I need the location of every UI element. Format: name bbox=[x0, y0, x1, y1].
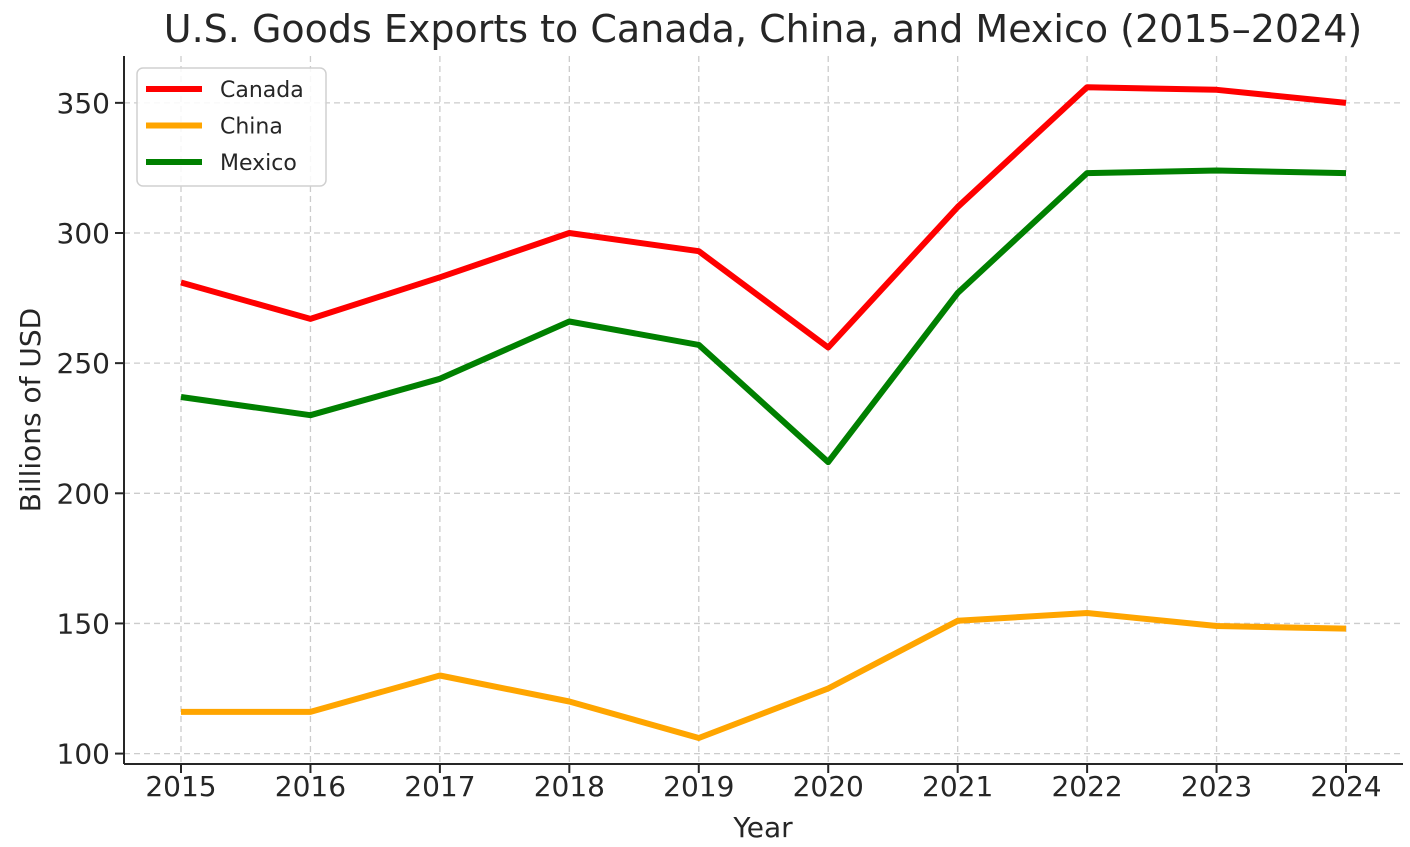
x-tick-label: 2015 bbox=[145, 770, 216, 803]
x-tick-label: 2019 bbox=[663, 770, 734, 803]
x-tick-label: 2023 bbox=[1181, 770, 1252, 803]
y-axis-label: Billions of USD bbox=[14, 308, 47, 512]
x-tick-label: 2021 bbox=[922, 770, 993, 803]
x-axis-label: Year bbox=[732, 811, 793, 843]
x-tick-label: 2018 bbox=[534, 770, 605, 803]
grid-lines bbox=[124, 56, 1403, 764]
series-lines bbox=[180, 84, 1347, 741]
chart-title: U.S. Goods Exports to Canada, China, and… bbox=[164, 7, 1362, 51]
y-tick-label: 200 bbox=[57, 477, 110, 510]
x-tick-label: 2020 bbox=[793, 770, 864, 803]
x-tick-label: 2017 bbox=[404, 770, 475, 803]
legend-label-china: China bbox=[220, 115, 283, 140]
y-tick-label: 300 bbox=[57, 217, 110, 250]
y-tick-label: 150 bbox=[57, 607, 110, 640]
legend: Canada China Mexico bbox=[136, 67, 327, 187]
legend-box bbox=[136, 67, 327, 187]
x-tick-label: 2024 bbox=[1310, 770, 1381, 803]
axes bbox=[115, 56, 1403, 773]
y-tick-label: 250 bbox=[57, 347, 110, 380]
x-tick-label: 2016 bbox=[275, 770, 346, 803]
tick-labels: 2015 2016 2017 2018 2019 2020 2021 2022 2023 2024… bbox=[57, 87, 1382, 803]
legend-label-canada: Canada bbox=[220, 78, 304, 103]
legend-label-mexico: Mexico bbox=[220, 151, 297, 176]
series-line-mexico bbox=[180, 167, 1347, 466]
y-tick-label: 350 bbox=[57, 87, 110, 120]
series-line-china bbox=[181, 610, 1347, 741]
series-line-canada bbox=[180, 84, 1347, 351]
x-tick-label: 2022 bbox=[1051, 770, 1122, 803]
y-tick-label: 100 bbox=[57, 738, 110, 771]
